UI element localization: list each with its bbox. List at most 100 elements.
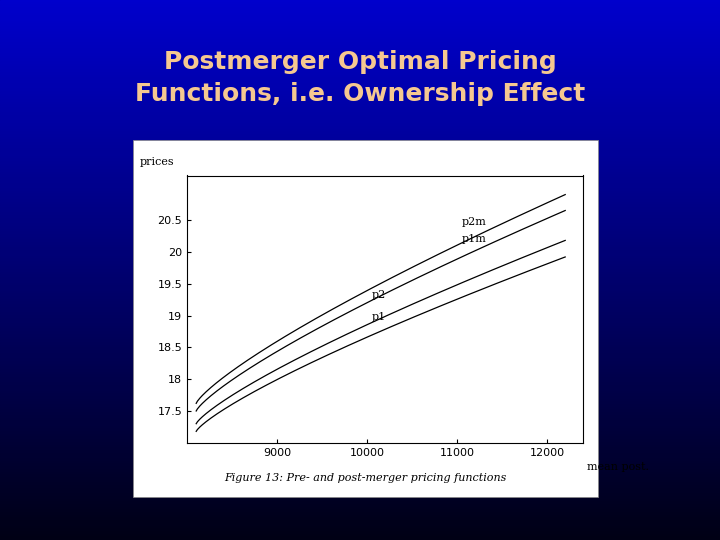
FancyBboxPatch shape [133,140,598,497]
Bar [0,394,720,397]
Bar [0,251,720,254]
Bar [0,448,720,451]
Bar [0,267,720,270]
Text: Figure 13: Pre- and post-merger pricing functions: Figure 13: Pre- and post-merger pricing … [224,473,507,483]
Bar [0,483,720,486]
Bar [0,200,720,202]
Bar [0,502,720,505]
Bar [0,313,720,316]
Bar [0,146,720,148]
Bar [0,32,720,35]
Bar [0,273,720,275]
Bar [0,248,720,251]
Bar [0,497,720,500]
Bar [0,181,720,184]
Bar [0,516,720,518]
Bar [0,232,720,235]
Bar [0,30,720,32]
Bar [0,537,720,540]
Bar [0,367,720,370]
Bar [0,103,720,105]
Bar [0,351,720,354]
Bar [0,57,720,59]
Bar [0,221,720,224]
Bar [0,78,720,81]
Bar [0,108,720,111]
Bar [0,192,720,194]
Text: p1: p1 [372,312,386,322]
Bar [0,373,720,375]
Bar [0,348,720,351]
Bar [0,440,720,443]
Bar [0,154,720,157]
Bar [0,310,720,313]
Text: mean post.: mean post. [588,462,649,471]
Text: Postmerger Optimal Pricing
Functions, i.e. Ownership Effect: Postmerger Optimal Pricing Functions, i.… [135,51,585,106]
Bar [0,219,720,221]
Bar [0,213,720,216]
Bar [0,316,720,319]
Bar [0,297,720,300]
Text: prices: prices [140,158,174,167]
Bar [0,122,720,124]
Bar [0,0,720,3]
Text: p2: p2 [372,289,386,300]
Bar [0,308,720,310]
Bar [0,340,720,343]
Bar [0,59,720,62]
Bar [0,278,720,281]
Bar [0,35,720,38]
Bar [0,321,720,324]
Bar [0,140,720,143]
Bar [0,68,720,70]
Bar [0,319,720,321]
Bar [0,302,720,305]
Bar [0,443,720,445]
Bar [0,510,720,513]
Bar [0,3,720,5]
Bar [0,159,720,162]
Bar [0,86,720,89]
Bar [0,324,720,327]
Bar [0,467,720,470]
Bar [0,410,720,413]
Bar [0,405,720,408]
Bar [0,383,720,386]
Bar [0,84,720,86]
Bar [0,370,720,373]
Bar [0,27,720,30]
Bar [0,424,720,427]
Bar [0,532,720,535]
Bar [0,165,720,167]
Bar [0,418,720,421]
Bar [0,40,720,43]
Bar [0,127,720,130]
Bar [0,389,720,392]
Bar [0,437,720,440]
Bar [0,167,720,170]
Bar [0,524,720,526]
Bar [0,400,720,402]
Bar [0,508,720,510]
Bar [0,51,720,54]
Bar [0,408,720,410]
Bar [0,429,720,432]
Bar [0,24,720,27]
Bar [0,513,720,516]
Bar [0,354,720,356]
Bar [0,494,720,497]
Bar [0,11,720,14]
Bar [0,62,720,65]
Bar [0,243,720,246]
Bar [0,97,720,100]
Bar [0,305,720,308]
Bar [0,162,720,165]
Bar [0,256,720,259]
Bar [0,116,720,119]
Bar [0,378,720,381]
Bar [0,402,720,405]
Bar [0,73,720,76]
Bar [0,300,720,302]
Bar [0,46,720,49]
Bar [0,451,720,454]
